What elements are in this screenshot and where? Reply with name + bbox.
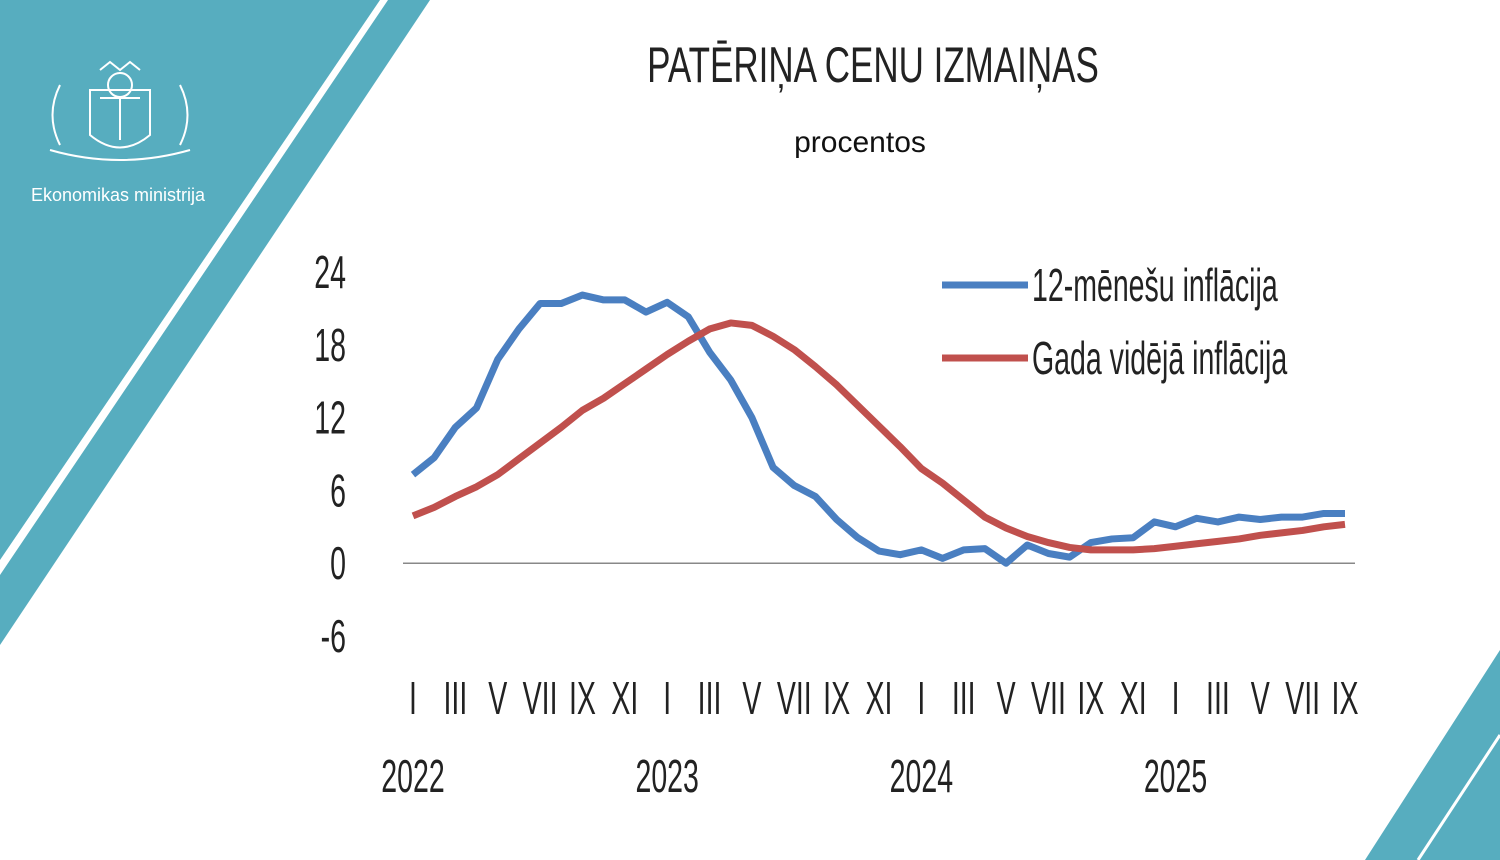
line-series <box>410 291 1345 567</box>
chart: PATĒRIŅA CENU IZMAIŅAS procentos -6 0 6 12 18 2… <box>314 38 1358 803</box>
corner-decoration <box>1365 650 1500 860</box>
x-group-label: 2022 <box>381 751 444 803</box>
y-tick-label: 0 <box>330 538 346 590</box>
x-group-label: 2024 <box>890 751 953 803</box>
x-tick-label: V <box>742 673 761 725</box>
x-tick-label: I <box>1172 673 1180 725</box>
chart-subtitle: procentos <box>794 126 926 159</box>
x-tick-label: XI <box>1120 673 1147 725</box>
x-tick-label: III <box>698 673 722 725</box>
x-tick-label: IX <box>1332 673 1359 725</box>
x-tick-label: I <box>409 673 417 725</box>
x-group-label: 2025 <box>1144 751 1207 803</box>
line-series <box>411 319 1346 554</box>
x-tick-label: XI <box>866 673 893 725</box>
y-tick-label: 12 <box>314 393 346 445</box>
y-tick-label: 6 <box>330 466 346 518</box>
emblem <box>49 60 191 161</box>
x-tick-label: IX <box>1077 673 1104 725</box>
x-tick-label: III <box>443 673 467 725</box>
legend-label: 12-mēnešu inflācija <box>1032 260 1278 312</box>
x-tick-label: I <box>663 673 671 725</box>
x-tick-label: V <box>997 673 1016 725</box>
x-tick-label: IX <box>569 673 596 725</box>
x-tick-label: III <box>1206 673 1230 725</box>
x-tick-label: V <box>488 673 507 725</box>
x-tick-label: XI <box>611 673 638 725</box>
x-group-label: 2023 <box>635 751 698 803</box>
corner-decoration <box>0 0 430 645</box>
y-tick-label: -6 <box>321 611 346 663</box>
x-tick-label: V <box>1251 673 1270 725</box>
x-tick-label: VII <box>523 673 558 725</box>
y-tick-label: 24 <box>314 247 346 299</box>
x-tick-label: VII <box>777 673 812 725</box>
x-tick-label: I <box>917 673 925 725</box>
x-tick-label: IX <box>823 673 850 725</box>
chart-title: PATĒRIŅA CENU IZMAIŅAS <box>647 38 1099 94</box>
y-tick-label: 18 <box>314 320 346 372</box>
x-tick-label: III <box>952 673 976 725</box>
organization: Ekonomikas ministrija <box>31 185 206 205</box>
x-tick-label: VII <box>1031 673 1066 725</box>
legend-label: Gada vidējā inflācija <box>1032 333 1288 385</box>
x-tick-label: VII <box>1285 673 1320 725</box>
corner-stripe <box>1416 734 1500 860</box>
